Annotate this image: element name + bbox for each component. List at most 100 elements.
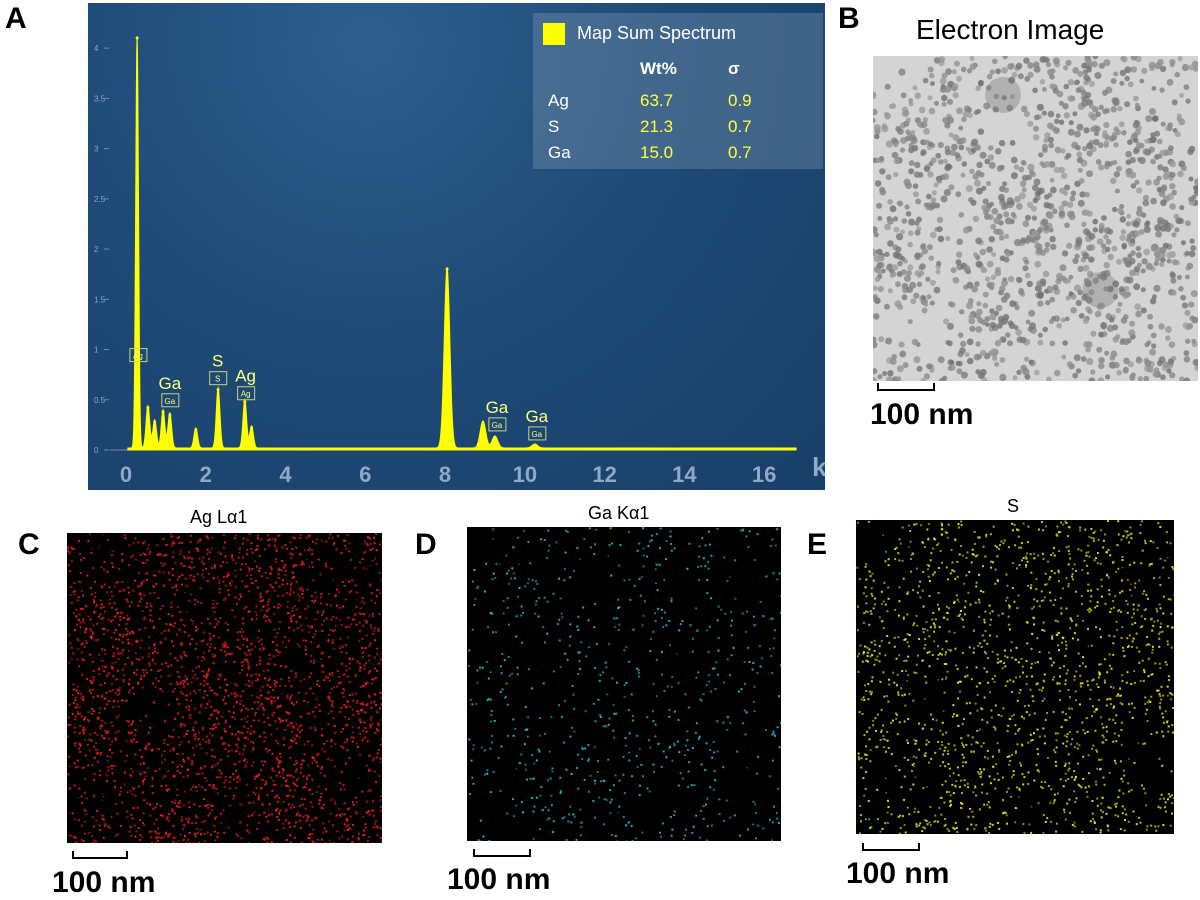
map-dot [374, 820, 377, 823]
map-dot [172, 774, 175, 777]
map-dot [580, 826, 583, 829]
nanoparticle [1173, 213, 1179, 220]
map-dot [313, 659, 316, 662]
map-dot [983, 696, 986, 699]
map-dot [245, 574, 248, 577]
map-dot [223, 534, 225, 537]
map-dot [81, 642, 84, 645]
map-dot [70, 646, 73, 649]
map-dot [178, 703, 181, 705]
map-dot [1143, 742, 1146, 745]
map-dot [208, 686, 211, 689]
map-dot [149, 814, 152, 817]
map-dot [124, 537, 127, 540]
map-dot [361, 557, 364, 560]
map-dot [111, 752, 114, 754]
nanoparticle [958, 144, 965, 151]
nanoparticle [907, 264, 914, 271]
map-dot [258, 773, 261, 776]
map-dot [107, 618, 110, 621]
nanoparticle [1005, 332, 1011, 338]
map-dot [143, 778, 146, 781]
y-tick-label: 0 [94, 446, 99, 455]
map-dot [236, 737, 239, 740]
legend-sigma-value: 0.9 [728, 91, 752, 110]
nanoparticle [966, 301, 974, 310]
map-dot [279, 685, 281, 687]
map-dot [270, 568, 273, 571]
map-dot [318, 685, 321, 688]
spectrum-peak [533, 444, 537, 448]
nanoparticle [897, 304, 904, 310]
nanoparticle [900, 136, 907, 144]
nanoparticle [1141, 67, 1148, 74]
map-dot [376, 834, 379, 837]
map-dot [180, 666, 183, 668]
map-dot [281, 546, 284, 549]
map-dot [250, 642, 253, 645]
map-dot [274, 636, 277, 638]
map-dot [161, 815, 164, 818]
map-dot [535, 796, 538, 799]
map-dot [336, 535, 339, 537]
map-dot [274, 685, 277, 688]
nanoparticle [1024, 272, 1031, 279]
nanoparticle [914, 161, 921, 169]
nanoparticle [979, 368, 987, 376]
map-dot [707, 530, 710, 533]
map-dot [248, 665, 251, 668]
y-tick-label: 4 [94, 44, 99, 53]
nanoparticle [1137, 157, 1143, 163]
map-dot [303, 700, 306, 703]
map-dot [1048, 651, 1051, 654]
map-dot [292, 736, 295, 739]
map-dot [216, 623, 219, 626]
map-dot [176, 670, 179, 673]
map-dot [248, 801, 251, 804]
map-dot [654, 612, 656, 615]
map-dot [149, 592, 152, 595]
map-dot [281, 772, 284, 775]
map-dot [97, 716, 100, 719]
nanoparticle [936, 216, 944, 224]
map-dot [359, 607, 362, 610]
map-dot [295, 733, 298, 736]
map-dot [538, 750, 541, 753]
map-dot [104, 610, 107, 613]
map-dot [141, 656, 144, 659]
map-dot [73, 590, 76, 592]
map-dot [286, 694, 289, 697]
map-dot [707, 651, 710, 654]
nanoparticle [1169, 372, 1176, 379]
map-dot [641, 624, 644, 627]
map-dot [135, 830, 138, 833]
map-dot [288, 680, 291, 683]
map-dot [771, 538, 774, 541]
map-dot [1096, 767, 1099, 770]
map-dot [292, 781, 295, 784]
map-dot [278, 534, 281, 537]
map-dot [567, 820, 570, 823]
nanoparticle [1112, 131, 1118, 137]
nanoparticle [1031, 230, 1039, 237]
map-dot [1070, 618, 1073, 621]
map-dot [101, 648, 104, 651]
map-dot [356, 742, 359, 745]
map-dot [348, 662, 351, 665]
map-dot [108, 700, 111, 703]
map-dot [948, 630, 951, 633]
map-dot [487, 677, 490, 680]
nanoparticle [1116, 258, 1122, 265]
map-dot [153, 822, 156, 825]
map-dot [503, 659, 506, 662]
map-dot [96, 810, 99, 813]
map-dot [668, 709, 671, 711]
map-dot [170, 735, 172, 738]
map-dot [191, 822, 194, 824]
map-dot [741, 612, 744, 615]
map-dot [315, 596, 318, 599]
map-dot [506, 606, 509, 609]
nanoparticle [1049, 340, 1056, 347]
map-dot [299, 819, 302, 822]
nanoparticle [960, 66, 967, 73]
